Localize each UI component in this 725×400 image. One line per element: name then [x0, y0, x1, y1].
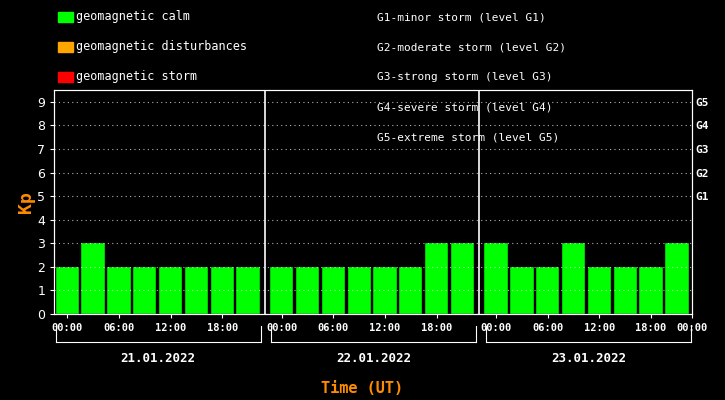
- Bar: [613, 267, 637, 314]
- Text: Time (UT): Time (UT): [321, 381, 404, 396]
- Bar: [159, 267, 182, 314]
- Bar: [484, 243, 507, 314]
- Text: 23.01.2022: 23.01.2022: [551, 352, 626, 365]
- Text: G5-extreme storm (level G5): G5-extreme storm (level G5): [377, 132, 559, 142]
- Text: geomagnetic calm: geomagnetic calm: [76, 10, 190, 23]
- Bar: [639, 267, 663, 314]
- Bar: [211, 267, 234, 314]
- Text: G2-moderate storm (level G2): G2-moderate storm (level G2): [377, 42, 566, 52]
- Bar: [107, 267, 130, 314]
- Bar: [296, 267, 319, 314]
- Bar: [347, 267, 370, 314]
- Bar: [425, 243, 448, 314]
- Text: 21.01.2022: 21.01.2022: [120, 352, 196, 365]
- Text: G4-severe storm (level G4): G4-severe storm (level G4): [377, 102, 552, 112]
- Bar: [133, 267, 157, 314]
- Text: geomagnetic disturbances: geomagnetic disturbances: [76, 40, 247, 53]
- Bar: [562, 243, 585, 314]
- Bar: [510, 267, 534, 314]
- Bar: [666, 243, 689, 314]
- Bar: [236, 267, 260, 314]
- Bar: [185, 267, 208, 314]
- Bar: [56, 267, 79, 314]
- Bar: [451, 243, 474, 314]
- Text: G3-strong storm (level G3): G3-strong storm (level G3): [377, 72, 552, 82]
- Text: 22.01.2022: 22.01.2022: [336, 352, 411, 365]
- Text: geomagnetic storm: geomagnetic storm: [76, 70, 197, 83]
- Bar: [322, 267, 345, 314]
- Bar: [536, 267, 560, 314]
- Y-axis label: Kp: Kp: [17, 191, 35, 213]
- Bar: [81, 243, 104, 314]
- Bar: [270, 267, 294, 314]
- Bar: [373, 267, 397, 314]
- Bar: [588, 267, 611, 314]
- Bar: [399, 267, 423, 314]
- Text: G1-minor storm (level G1): G1-minor storm (level G1): [377, 12, 546, 22]
